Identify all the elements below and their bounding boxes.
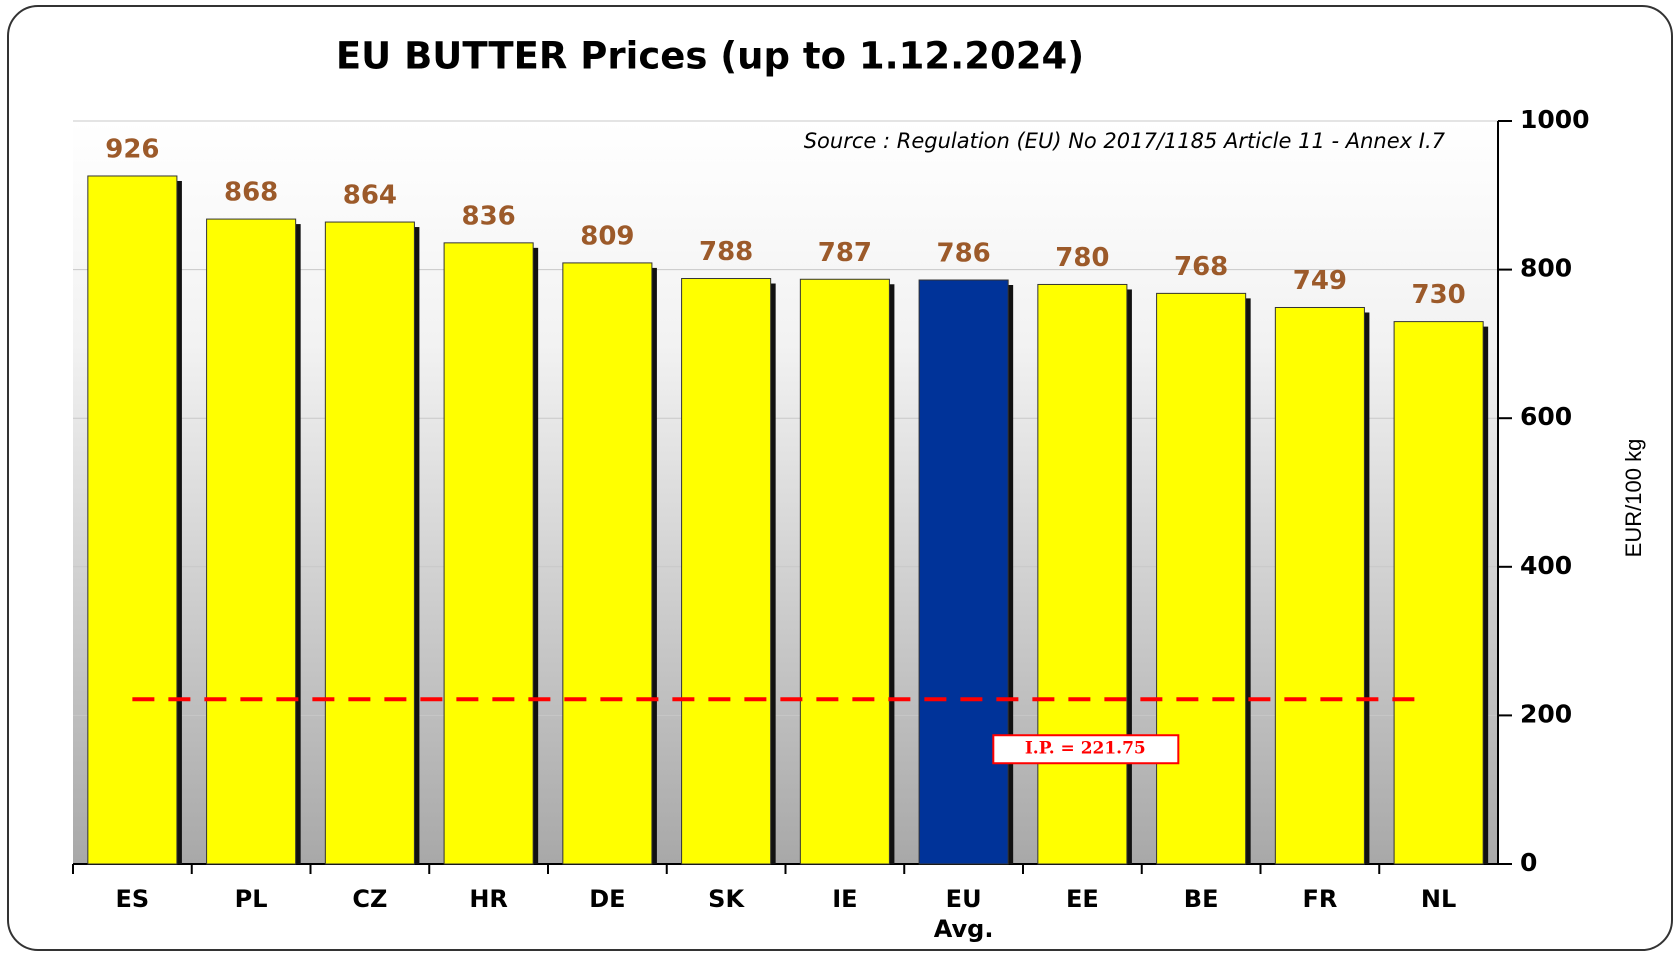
reference-label: I.P. = 221.75 [1025, 739, 1146, 759]
bar [1156, 292, 1247, 865]
data-label: 809 [580, 221, 634, 251]
bar [1274, 306, 1365, 865]
bar [324, 221, 415, 865]
bar [1037, 283, 1128, 865]
bar [87, 175, 178, 865]
bar [681, 278, 772, 865]
data-label: 768 [1174, 252, 1228, 282]
bar [918, 279, 1009, 865]
x-tick-label: IE [832, 885, 858, 913]
chart-title: EU BUTTER Prices (up to 1.12.2024) [336, 35, 1084, 78]
plot-area [73, 121, 1498, 864]
data-label: 780 [1055, 243, 1109, 273]
data-label: 787 [818, 238, 872, 268]
data-label: 864 [343, 181, 397, 211]
y-tick-label: 200 [1520, 699, 1572, 728]
y-tick-label: 400 [1520, 551, 1572, 580]
y-axis-label: EUR/100 kg [1621, 439, 1646, 558]
x-tick-label: PL [234, 885, 268, 913]
x-tick-label: SK [708, 885, 745, 913]
x-tick-label: EU Avg. [933, 885, 994, 943]
data-label: 788 [699, 237, 753, 267]
data-label: 836 [461, 201, 515, 231]
y-tick-label: 800 [1520, 254, 1572, 283]
bar [562, 262, 653, 865]
bar [799, 278, 890, 865]
x-tick-label: CZ [352, 885, 388, 913]
x-tick-label: DE [589, 885, 626, 913]
bar [1393, 321, 1484, 865]
x-tick-label: ES [115, 885, 150, 913]
source-note: Source : Regulation (EU) No 2017/1185 Ar… [804, 129, 1446, 153]
x-tick-label: NL [1420, 885, 1457, 913]
y-tick-label: 600 [1520, 402, 1572, 431]
y-tick-label: 0 [1520, 848, 1537, 877]
x-tick-label: BE [1183, 885, 1219, 913]
bar [206, 218, 297, 865]
y-tick-label: 1000 [1520, 105, 1590, 134]
reference-label-box [992, 734, 1180, 765]
x-tick-label: HR [469, 885, 508, 913]
x-tick-label: EE [1065, 885, 1099, 913]
data-label: 730 [1411, 280, 1465, 310]
x-tick-label: FR [1302, 885, 1338, 913]
data-label: 749 [1293, 266, 1347, 296]
bar [443, 242, 534, 865]
data-label: 926 [105, 134, 159, 164]
data-label: 868 [224, 178, 278, 208]
data-label: 786 [936, 239, 990, 269]
frame [7, 5, 1673, 951]
